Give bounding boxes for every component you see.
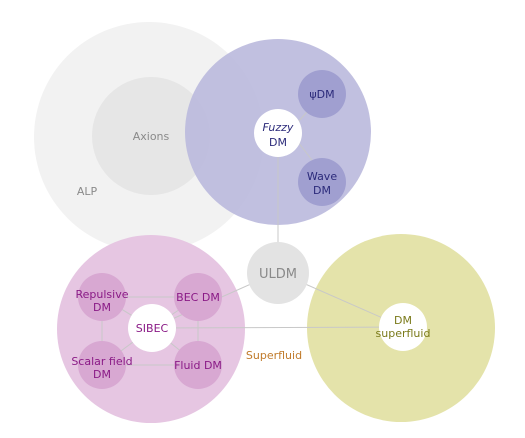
- scalar-field-dm-label-line1: Scalar field: [71, 355, 132, 368]
- fuzzy-dm-label-line2: DM: [269, 136, 287, 149]
- uldm-node: [247, 242, 309, 304]
- fluid-dm-label: Fluid DM: [174, 359, 222, 372]
- dm-superfluid-label-line2: superfluid: [376, 327, 431, 340]
- repulsive-dm-label-line1: Repulsive: [76, 288, 129, 301]
- dm-superfluid-label-line1: DM: [394, 314, 412, 327]
- bec-dm-label: BEC DM: [176, 291, 220, 304]
- uldm-label: ULDM: [259, 267, 297, 282]
- psidm-node: [298, 70, 346, 118]
- sibec-label: SIBEC: [136, 322, 169, 335]
- repulsive-dm-label-line2: DM: [93, 301, 111, 314]
- wave-dm-label-line1: Wave: [307, 170, 337, 183]
- wave-dm-label-line2: DM: [313, 184, 331, 197]
- bec-dm-node: [174, 273, 222, 321]
- scalar-field-dm-label-line2: DM: [93, 368, 111, 381]
- fuzzy-dm-label-line1: Fuzzy: [263, 121, 294, 134]
- alp-label: ALP: [77, 185, 98, 198]
- fluid-dm-node: [174, 341, 222, 389]
- axions-circle: [92, 77, 210, 195]
- repulsive-dm-node: [78, 273, 126, 321]
- axions-label: Axions: [133, 130, 170, 143]
- fuzzy-dm-node: [254, 109, 302, 157]
- sibec-node: [128, 304, 176, 352]
- superfluid-edge-label: Superfluid: [246, 349, 302, 362]
- connector-sibec-superfluid: [151, 326, 404, 329]
- psidm-label: ψDM: [309, 88, 334, 101]
- wave-dm-node: [298, 158, 346, 206]
- scalar-field-dm-node: [78, 341, 126, 389]
- dm-superfluid-node: [379, 303, 427, 351]
